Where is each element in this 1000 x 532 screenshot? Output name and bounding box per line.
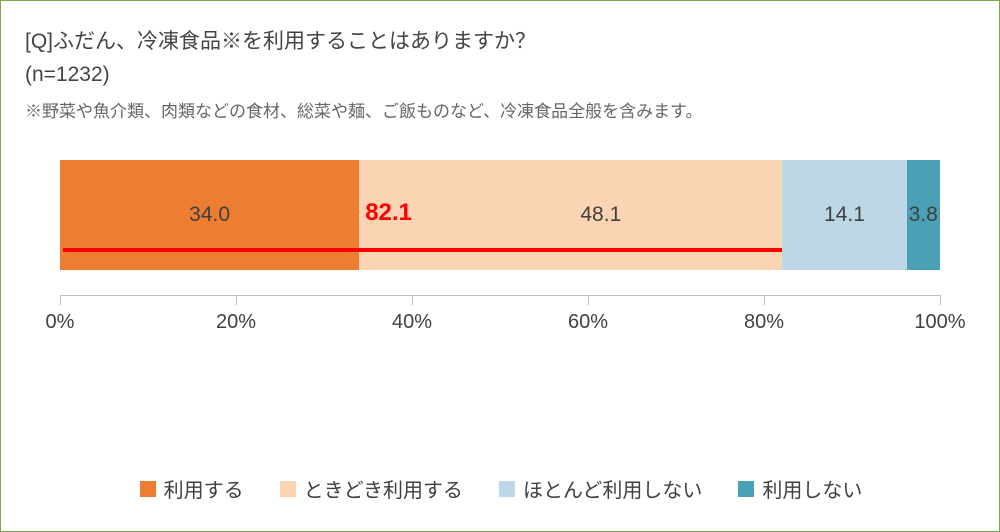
axis-tick-label: 80% [744,311,784,334]
axis-tick-label: 60% [568,311,608,334]
axis-line [60,295,940,296]
axis-tick [764,295,765,305]
legend-label: 利用しない [762,474,862,503]
axis-tick-label: 0% [46,311,75,334]
bar-segment: 48.1 [359,160,782,270]
legend: 利用する ときどき利用する ほとんど利用しない 利用しない [1,474,1000,503]
bar-segment: 14.1 [782,160,906,270]
legend-swatch [499,481,515,497]
chart-area: 34.048.114.13.8 82.1 0%20%40%60%80%100% [60,150,940,390]
axis-tick-label: 40% [392,311,432,334]
legend-label: ほとんど利用しない [523,474,702,503]
legend-swatch [140,481,156,497]
sample-size: (n=1232) [25,63,979,87]
axis-tick-label: 20% [216,311,256,334]
axis-tick [236,295,237,305]
highlight-line [63,248,782,252]
axis-tick [588,295,589,305]
footnote: ※野菜や魚介類、肉類などの食材、総菜や麺、ご飯ものなど、冷凍食品全般を含みます。 [25,97,979,122]
legend-item: 利用する [140,474,244,503]
legend-item: ほとんど利用しない [499,474,702,503]
highlight-sum-label: 82.1 [365,199,412,227]
question-title: [Q]ふだん、冷凍食品※を利用することはありますか？ [25,25,979,55]
legend-swatch [280,481,296,497]
chart-container: [Q]ふだん、冷凍食品※を利用することはありますか？ (n=1232) ※野菜や… [0,0,1000,532]
legend-label: 利用する [164,474,244,503]
axis-tick [940,295,941,305]
legend-swatch [738,481,754,497]
legend-item: ときどき利用する [280,474,463,503]
stacked-bar: 34.048.114.13.8 [60,160,940,270]
axis-tick [412,295,413,305]
legend-item: 利用しない [738,474,862,503]
axis-tick-label: 100% [914,311,965,334]
bar-segment: 3.8 [907,160,940,270]
legend-label: ときどき利用する [304,474,463,503]
axis-tick [60,295,61,305]
bar-segment: 34.0 [60,160,359,270]
